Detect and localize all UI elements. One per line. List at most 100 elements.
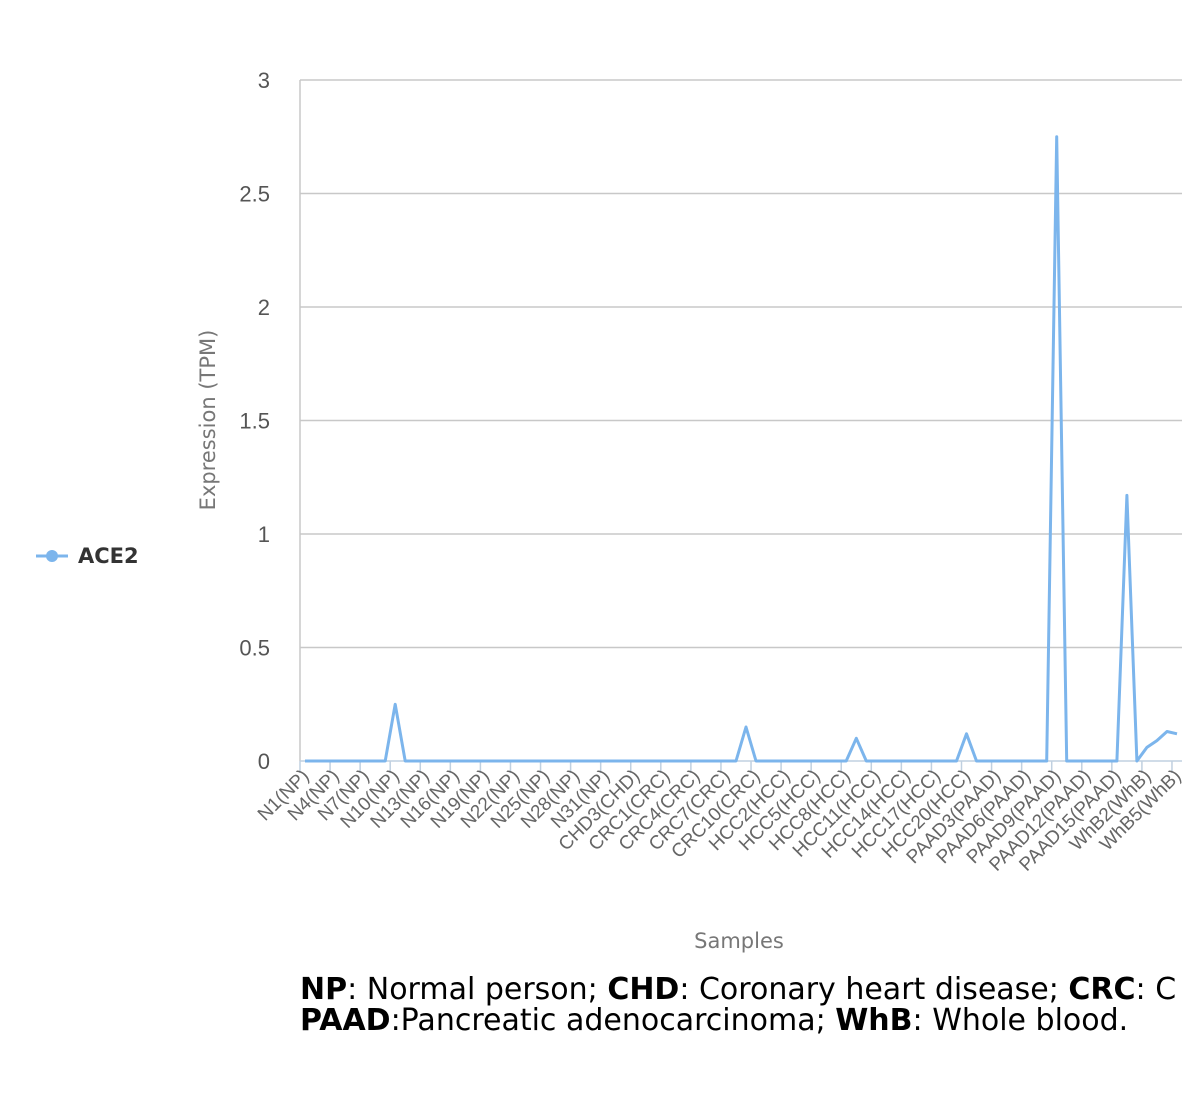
data-point[interactable] (1103, 757, 1111, 765)
data-point[interactable] (692, 757, 700, 765)
data-point[interactable] (502, 757, 510, 765)
data-point[interactable] (782, 757, 790, 765)
data-point[interactable] (943, 757, 951, 765)
y-tick-label: 0 (258, 749, 270, 774)
data-point[interactable] (612, 757, 620, 765)
data-point[interactable] (872, 757, 880, 765)
data-point[interactable] (572, 757, 580, 765)
data-point[interactable] (512, 757, 520, 765)
data-point[interactable] (802, 757, 810, 765)
data-point[interactable] (963, 730, 971, 738)
data-point[interactable] (792, 757, 800, 765)
data-point[interactable] (311, 757, 319, 765)
data-point[interactable] (1013, 757, 1021, 765)
data-point[interactable] (652, 757, 660, 765)
data-point[interactable] (1163, 728, 1171, 736)
data-point[interactable] (1073, 757, 1081, 765)
x-axis: N1(NP)N4(NP)N7(NP)N10(NP)N13(NP)N16(NP)N… (254, 760, 1186, 876)
data-point[interactable] (983, 757, 991, 765)
data-point[interactable] (993, 757, 1001, 765)
data-point[interactable] (1003, 757, 1011, 765)
data-point[interactable] (371, 757, 379, 765)
data-point[interactable] (682, 757, 690, 765)
data-point[interactable] (812, 757, 820, 765)
data-point[interactable] (461, 757, 469, 765)
data-point[interactable] (341, 757, 349, 765)
footnote-line-1: NP: Normal person; CHD: Coronary heart d… (300, 974, 1200, 1005)
data-point[interactable] (1153, 737, 1161, 745)
data-point[interactable] (301, 757, 309, 765)
data-point[interactable] (1113, 757, 1121, 765)
data-point[interactable] (532, 757, 540, 765)
data-point[interactable] (1033, 757, 1041, 765)
data-point[interactable] (391, 700, 399, 708)
data-point[interactable] (932, 757, 940, 765)
data-point[interactable] (862, 757, 870, 765)
data-point[interactable] (672, 757, 680, 765)
data-point[interactable] (892, 757, 900, 765)
data-point[interactable] (642, 757, 650, 765)
data-point[interactable] (441, 757, 449, 765)
data-point[interactable] (832, 757, 840, 765)
data-point[interactable] (1043, 757, 1051, 765)
data-point[interactable] (381, 757, 389, 765)
data-point[interactable] (491, 757, 499, 765)
data-point[interactable] (922, 757, 930, 765)
data-point[interactable] (451, 757, 459, 765)
data-point[interactable] (1123, 491, 1131, 499)
data-point[interactable] (421, 757, 429, 765)
data-point[interactable] (542, 757, 550, 765)
data-point[interactable] (852, 734, 860, 742)
data-point[interactable] (1093, 757, 1101, 765)
footnote-line-2: PAAD:Pancreatic adenocarcinoma; WhB: Who… (300, 1005, 1200, 1036)
data-point[interactable] (552, 757, 560, 765)
data-point[interactable] (742, 723, 750, 731)
data-point[interactable] (522, 757, 530, 765)
data-point[interactable] (1083, 757, 1091, 765)
data-point[interactable] (622, 757, 630, 765)
data-point[interactable] (471, 757, 479, 765)
data-point[interactable] (842, 757, 850, 765)
data-point[interactable] (1053, 133, 1061, 141)
data-point[interactable] (702, 757, 710, 765)
data-point[interactable] (632, 757, 640, 765)
data-point[interactable] (752, 757, 760, 765)
x-axis-title: Samples (694, 929, 784, 953)
data-point[interactable] (822, 757, 830, 765)
data-point[interactable] (1133, 757, 1141, 765)
data-point[interactable] (351, 757, 359, 765)
data-point[interactable] (582, 757, 590, 765)
data-point[interactable] (912, 757, 920, 765)
data-point[interactable] (712, 757, 720, 765)
data-point[interactable] (602, 757, 610, 765)
data-point[interactable] (722, 757, 730, 765)
data-point[interactable] (772, 757, 780, 765)
data-point[interactable] (411, 757, 419, 765)
data-point[interactable] (973, 757, 981, 765)
legend[interactable]: ACE2 (36, 544, 139, 568)
series-line-ace2[interactable] (305, 135, 1178, 763)
data-point[interactable] (562, 757, 570, 765)
y-tick-label: 1.5 (239, 409, 270, 434)
data-point[interactable] (732, 757, 740, 765)
data-point[interactable] (762, 757, 770, 765)
data-point[interactable] (953, 757, 961, 765)
data-point[interactable] (902, 757, 910, 765)
data-point[interactable] (431, 757, 439, 765)
data-point[interactable] (331, 757, 339, 765)
legend-label[interactable]: ACE2 (78, 544, 139, 568)
data-point[interactable] (361, 757, 369, 765)
data-point[interactable] (592, 757, 600, 765)
footnote-term: NP (300, 974, 348, 1007)
data-point[interactable] (882, 757, 890, 765)
footnote-desc: : C (1135, 974, 1177, 1007)
data-point[interactable] (401, 757, 409, 765)
data-point[interactable] (1173, 730, 1181, 738)
data-point[interactable] (1143, 743, 1151, 751)
data-point[interactable] (662, 757, 670, 765)
data-point[interactable] (1063, 757, 1071, 765)
series-ace2[interactable] (301, 133, 1181, 765)
data-point[interactable] (1023, 757, 1031, 765)
data-point[interactable] (481, 757, 489, 765)
data-point[interactable] (321, 757, 329, 765)
